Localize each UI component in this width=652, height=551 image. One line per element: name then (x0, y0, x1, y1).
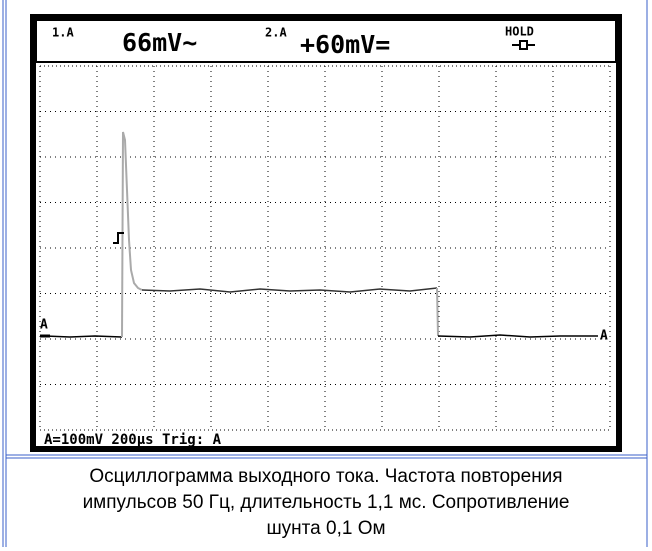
caption-line: Осциллограмма выходного тока. Частота по… (89, 466, 562, 487)
scope-screen (36, 20, 616, 446)
status: HOLD (505, 25, 534, 39)
left-marker: A (40, 318, 48, 333)
trace-baseline (44, 335, 123, 338)
trace-top (141, 287, 438, 293)
hold-icon (512, 40, 535, 50)
ch2-label: 2.A (265, 26, 287, 40)
trace-fall (436, 287, 439, 337)
ch1-label: 1.A (52, 26, 74, 40)
ch2-value: +60mV= (300, 30, 390, 59)
right-marker: A (600, 329, 608, 344)
trace-baseline (437, 334, 598, 338)
grid (39, 66, 611, 430)
trigger-marker (113, 232, 124, 244)
trace-pulse (121, 131, 143, 338)
caption-line: импульсов 50 Гц, длительность 1,1 мс. Со… (83, 492, 570, 513)
scope-footer: A=100mV 200µs Trig: A (44, 432, 222, 448)
caption-line: шунта 0,1 Ом (266, 518, 385, 539)
ch1-value: 66mV~ (122, 28, 197, 57)
